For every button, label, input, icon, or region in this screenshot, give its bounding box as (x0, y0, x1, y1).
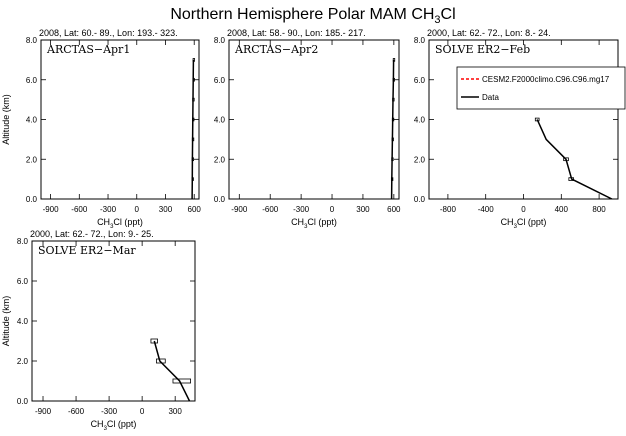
panel-header: 2000, Lat: 62.- 72., Lon: 8.- 24. (427, 28, 551, 38)
x-tick-label: -600 (68, 407, 85, 416)
x-axis-label-post: Cl (ppt) (113, 217, 143, 227)
x-tick-label: 0 (330, 205, 335, 214)
x-tick-label: 300 (356, 205, 370, 214)
x-tick-label: 800 (592, 205, 606, 214)
x-tick-label: 300 (168, 407, 182, 416)
y-tick-label: 6.0 (26, 76, 38, 85)
x-tick-label: -600 (71, 205, 88, 214)
y-tick-label: 8.0 (26, 36, 38, 45)
legend-label: CESM2.F2000climo.C96.C96.mg17 (482, 75, 610, 84)
x-axis-label-pre: CH (91, 419, 104, 429)
y-tick-label: 0.0 (26, 195, 38, 204)
panel-label: SOLVE ER2−Feb (435, 43, 530, 56)
series-line-data (390, 59, 395, 199)
panel-header: 2000, Lat: 62.- 72., Lon: 9.- 25. (30, 229, 154, 239)
x-axis-label-pre: CH (291, 217, 304, 227)
x-tick-label: -600 (262, 205, 279, 214)
y-tick-label: 6.0 (214, 76, 226, 85)
y-axis-label: Altitude (km) (1, 296, 11, 347)
panel-label: SOLVE ER2−Mar (38, 244, 136, 257)
x-axis-label-post: Cl (ppt) (517, 217, 547, 227)
x-axis-label: CH3Cl (ppt) (501, 217, 547, 230)
x-tick-label: 600 (387, 205, 401, 214)
series-line-data (536, 119, 613, 199)
x-tick-label: -300 (101, 407, 118, 416)
data-layer (191, 58, 195, 199)
panel-label: ARCTAS−Apr2 (234, 43, 318, 56)
x-axis-label-pre: CH (97, 217, 110, 227)
panel-label: ARCTAS−Apr1 (46, 43, 130, 56)
series-line-data (191, 59, 195, 199)
y-tick-label: 4.0 (17, 317, 29, 326)
x-tick-label: -800 (440, 205, 457, 214)
x-axis-label-sub: 3 (304, 224, 308, 230)
data-layer (150, 338, 191, 401)
x-tick-label: 0 (135, 205, 140, 214)
plot-frame (31, 240, 196, 402)
x-tick-label: 600 (188, 205, 202, 214)
plot-frame (228, 39, 400, 200)
panel-header: 2008, Lat: 58.- 90., Lon: 185.- 217. (227, 28, 366, 38)
x-tick-label: 300 (159, 205, 173, 214)
y-tick-label: 2.0 (414, 155, 426, 164)
chart-panel-3: 2000, Lat: 62.- 72., Lon: 8.- 24. SOLVE E… (414, 28, 619, 230)
x-tick-label: 0 (140, 407, 145, 416)
y-tick-label: 0.0 (414, 195, 426, 204)
panels-group: 2008, Lat: 60.- 89., Lon: 193.- 323. ARCT… (1, 28, 619, 432)
y-axis-label: Altitude (km) (1, 94, 11, 145)
x-axis-label-sub: 3 (104, 426, 108, 432)
x-tick-label: -400 (478, 205, 495, 214)
plot-frame (428, 39, 619, 200)
x-tick-label: -300 (100, 205, 117, 214)
y-tick-label: 4.0 (214, 116, 226, 125)
y-tick-label: 8.0 (414, 36, 426, 45)
data-layer (534, 117, 613, 199)
x-axis-label-sub: 3 (514, 224, 518, 230)
x-axis-label: CH3Cl (ppt) (91, 419, 137, 432)
y-tick-label: 0.0 (17, 397, 29, 406)
y-tick-label: 4.0 (26, 116, 38, 125)
x-axis-label: CH3Cl (ppt) (291, 217, 337, 230)
data-layer (390, 58, 396, 199)
y-tick-label: 0.0 (214, 195, 226, 204)
plot-frame (40, 39, 200, 200)
chart-panel-1: 2008, Lat: 60.- 89., Lon: 193.- 323. ARCT… (1, 28, 201, 230)
y-tick-label: 2.0 (214, 155, 226, 164)
x-tick-label: 400 (555, 205, 569, 214)
legend-box (456, 66, 626, 110)
x-axis-label: CH3Cl (ppt) (97, 217, 143, 230)
y-tick-label: 2.0 (26, 155, 38, 164)
data-range-box (172, 378, 191, 384)
x-axis-label-post: Cl (ppt) (307, 217, 337, 227)
figure-title: Northern Hemisphere Polar MAM CH3Cl (170, 6, 455, 26)
panel-header: 2008, Lat: 60.- 89., Lon: 193.- 323. (39, 28, 178, 38)
x-axis-label-sub: 3 (110, 224, 114, 230)
y-tick-label: 6.0 (414, 76, 426, 85)
y-tick-label: 8.0 (17, 237, 29, 246)
x-tick-label: 0 (521, 205, 526, 214)
x-tick-label: -900 (43, 205, 60, 214)
x-tick-label: -300 (293, 205, 310, 214)
y-tick-label: 8.0 (214, 36, 226, 45)
x-axis-label-post: Cl (ppt) (107, 419, 137, 429)
y-tick-label: 4.0 (414, 116, 426, 125)
series-line-data (153, 340, 191, 401)
legend: CESM2.F2000climo.C96.C96.mg17 Data (456, 66, 626, 110)
x-tick-label: -900 (231, 205, 248, 214)
y-tick-label: 2.0 (17, 357, 29, 366)
x-axis-label-pre: CH (501, 217, 514, 227)
legend-label: Data (482, 93, 499, 102)
x-tick-label: -900 (35, 407, 52, 416)
chart-panel-4: 2000, Lat: 62.- 72., Lon: 9.- 25. SOLVE E… (1, 229, 196, 432)
y-tick-label: 6.0 (17, 277, 29, 286)
chart-panel-2: 2008, Lat: 58.- 90., Lon: 185.- 217. ARCT… (214, 28, 401, 230)
